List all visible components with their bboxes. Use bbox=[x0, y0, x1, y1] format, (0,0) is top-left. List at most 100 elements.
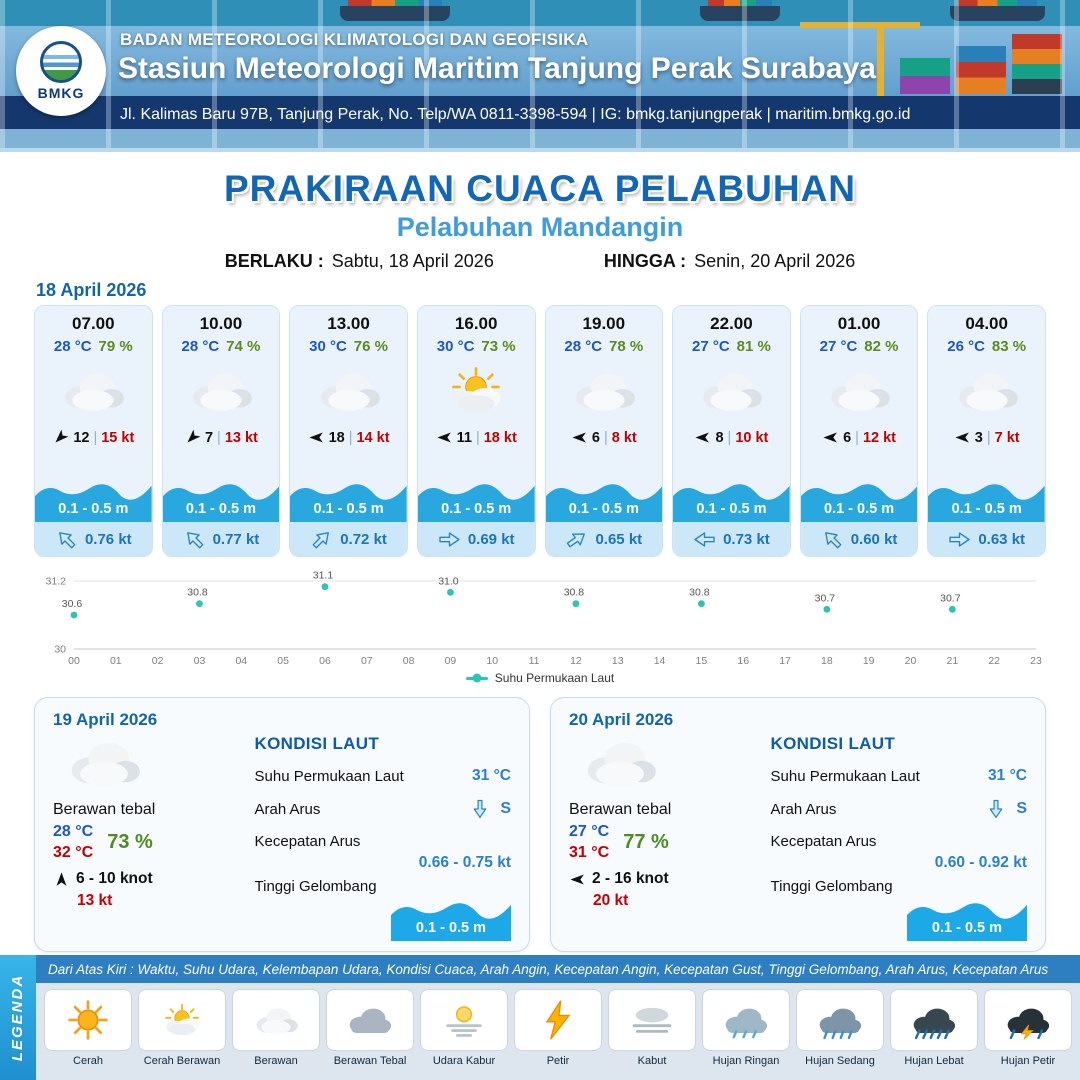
wave-height-band: 0.1 - 0.5 m bbox=[417, 478, 535, 522]
forecast-time: 01.00 bbox=[837, 314, 881, 333]
wave-height: 0.1 - 0.5 m bbox=[313, 501, 384, 517]
daily-card: 20 April 2026 Berawan tebal 27 °C 31 °C … bbox=[550, 697, 1046, 952]
humidity: 73 % bbox=[481, 338, 516, 355]
air-temperature: 27 °C bbox=[819, 338, 858, 355]
wind-speed: 6 bbox=[843, 429, 852, 446]
wind-direction-icon bbox=[180, 425, 204, 449]
wind-gust: 8 kt bbox=[611, 429, 637, 446]
forecast-card: 01.00 27 °C 82 % 6 | 12 kt 0.1 - 0.5 m 0.60… bbox=[799, 305, 919, 557]
light-rain-icon bbox=[702, 989, 790, 1051]
legend-item: Udara Kabur bbox=[420, 989, 508, 1074]
cloud-icon bbox=[232, 989, 320, 1051]
current-speed-label: Kecepatan Arus bbox=[770, 833, 877, 850]
current-direction-icon bbox=[52, 524, 82, 554]
temp-min: 28 °C bbox=[53, 823, 94, 840]
current-speed: 0.65 kt bbox=[595, 530, 643, 548]
current-speed: 0.63 kt bbox=[978, 530, 1026, 548]
legend-label: Berawan bbox=[254, 1055, 298, 1067]
title-block: PRAKIRAAN CUACA PELABUHAN Pelabuhan Mand… bbox=[0, 168, 1080, 272]
wind-gust: 13 kt bbox=[77, 892, 113, 909]
medium-rain-icon bbox=[796, 989, 884, 1051]
wind-gust: 15 kt bbox=[101, 429, 135, 446]
forecast-time: 07.00 bbox=[72, 314, 115, 333]
station-address: Jl. Kalimas Baru 97B, Tanjung Perak, No.… bbox=[120, 105, 911, 123]
forecast-cards-row: 07.00 28 °C 79 % 12 | 15 kt 0.1 - 0.5 m 0.7… bbox=[0, 305, 1080, 557]
sst-label: Suhu Permukaan Laut bbox=[770, 767, 920, 785]
svg-text:30.8: 30.8 bbox=[564, 587, 585, 599]
daily-card: 19 April 2026 Berawan tebal 28 °C 32 °C … bbox=[34, 697, 530, 952]
wave-label: Tinggi Gelombang bbox=[770, 878, 893, 895]
agency-name: BADAN METEOROLOGI KLIMATOLOGI DAN GEOFIS… bbox=[120, 30, 589, 49]
weather-cloudy-icon bbox=[928, 359, 1045, 421]
svg-text:30.7: 30.7 bbox=[815, 592, 836, 604]
wind-direction-icon bbox=[822, 429, 839, 446]
wind-gust: 18 kt bbox=[483, 429, 517, 446]
weather-cloudy-icon bbox=[163, 359, 280, 421]
wind-direction-icon bbox=[49, 425, 73, 449]
wave-height-band: 0.1 - 0.5 m bbox=[390, 897, 511, 941]
valid-label: BERLAKU : bbox=[224, 251, 324, 271]
current-direction-icon bbox=[693, 530, 716, 549]
svg-text:11: 11 bbox=[529, 655, 540, 667]
forecast-card: 16.00 30 °C 73 % 11 | 18 kt 0.1 - 0.5 m 0.6… bbox=[416, 305, 536, 557]
forecast-time: 04.00 bbox=[965, 314, 1008, 333]
separator: | bbox=[475, 429, 480, 446]
condition-text: Berawan tebal bbox=[569, 801, 672, 818]
air-temperature: 28 °C bbox=[53, 338, 92, 355]
wave-height-band: 0.1 - 0.5 m bbox=[290, 478, 407, 522]
forecast-time: 19.00 bbox=[582, 314, 626, 333]
svg-text:17: 17 bbox=[779, 655, 791, 667]
current-direction-icon bbox=[948, 530, 971, 549]
wave-height: 0.1 - 0.5 m bbox=[951, 501, 1022, 517]
ship-illustration bbox=[340, 0, 450, 21]
container-stack-illustration bbox=[900, 58, 950, 94]
svg-text:02: 02 bbox=[152, 655, 164, 667]
current-speed: 0.69 kt bbox=[467, 530, 515, 548]
wind-speed: 12 bbox=[73, 429, 90, 446]
legend-label: Hujan Ringan bbox=[712, 1055, 780, 1067]
humidity: 79 % bbox=[98, 338, 133, 355]
svg-text:10: 10 bbox=[486, 655, 498, 667]
humidity: 73 % bbox=[107, 831, 153, 853]
forecast-time: 10.00 bbox=[199, 314, 243, 333]
port-name: Pelabuhan Mandangin bbox=[396, 212, 684, 242]
thick-cloud-icon bbox=[326, 989, 414, 1051]
current-speed: 0.60 kt bbox=[850, 530, 898, 548]
validity-row: BERLAKU : Sabtu, 18 April 2026 HINGGA : Se… bbox=[0, 251, 1080, 272]
legend-item: Hujan Ringan bbox=[702, 989, 790, 1074]
svg-text:31.0: 31.0 bbox=[438, 575, 459, 587]
sun-cloud-icon bbox=[138, 989, 226, 1051]
legend-items-row: Cerah Cerah Berawan Berawan bbox=[36, 983, 1080, 1080]
forecast-card: 22.00 27 °C 81 % 8 | 10 kt 0.1 - 0.5 m 0.73… bbox=[672, 305, 791, 557]
wind-direction-icon bbox=[954, 429, 971, 446]
wind-speed: 18 bbox=[328, 429, 345, 446]
svg-text:15: 15 bbox=[696, 655, 708, 667]
svg-text:19: 19 bbox=[863, 655, 875, 667]
weather-cloudy-icon bbox=[546, 359, 663, 421]
wind-direction-icon bbox=[53, 871, 70, 888]
svg-text:22: 22 bbox=[988, 655, 1000, 667]
daily-summary-row: 19 April 2026 Berawan tebal 28 °C 32 °C … bbox=[0, 697, 1080, 952]
legend-item: Cerah bbox=[44, 989, 132, 1074]
svg-text:30: 30 bbox=[54, 644, 66, 656]
bmkg-logo: BMKG bbox=[16, 26, 106, 116]
wave-height-band: 0.1 - 0.5 m bbox=[928, 478, 1045, 522]
legend-item: Petir bbox=[514, 989, 602, 1074]
separator: | bbox=[217, 429, 221, 446]
wave-height: 0.1 - 0.5 m bbox=[568, 501, 639, 517]
wave-height-band: 0.1 - 0.5 m bbox=[35, 478, 152, 522]
current-direction-icon bbox=[562, 525, 592, 554]
sst-label: Suhu Permukaan Laut bbox=[254, 767, 404, 785]
hourly-forecast: 18 April 2026 07.00 28 °C 79 % 12 | 15 kt 0… bbox=[0, 280, 1080, 557]
legend-label: Udara Kabur bbox=[432, 1055, 496, 1067]
wind-speed: 6 bbox=[591, 429, 600, 446]
air-temperature: 28 °C bbox=[564, 338, 603, 355]
wind-speed: 7 bbox=[204, 429, 214, 446]
wave-height-band: 0.1 - 0.5 m bbox=[545, 478, 663, 522]
until-label: HINGGA : bbox=[603, 251, 687, 271]
svg-text:18: 18 bbox=[821, 655, 833, 667]
wave-height: 0.1 - 0.5 m bbox=[824, 501, 895, 517]
air-temperature: 30 °C bbox=[436, 338, 475, 355]
